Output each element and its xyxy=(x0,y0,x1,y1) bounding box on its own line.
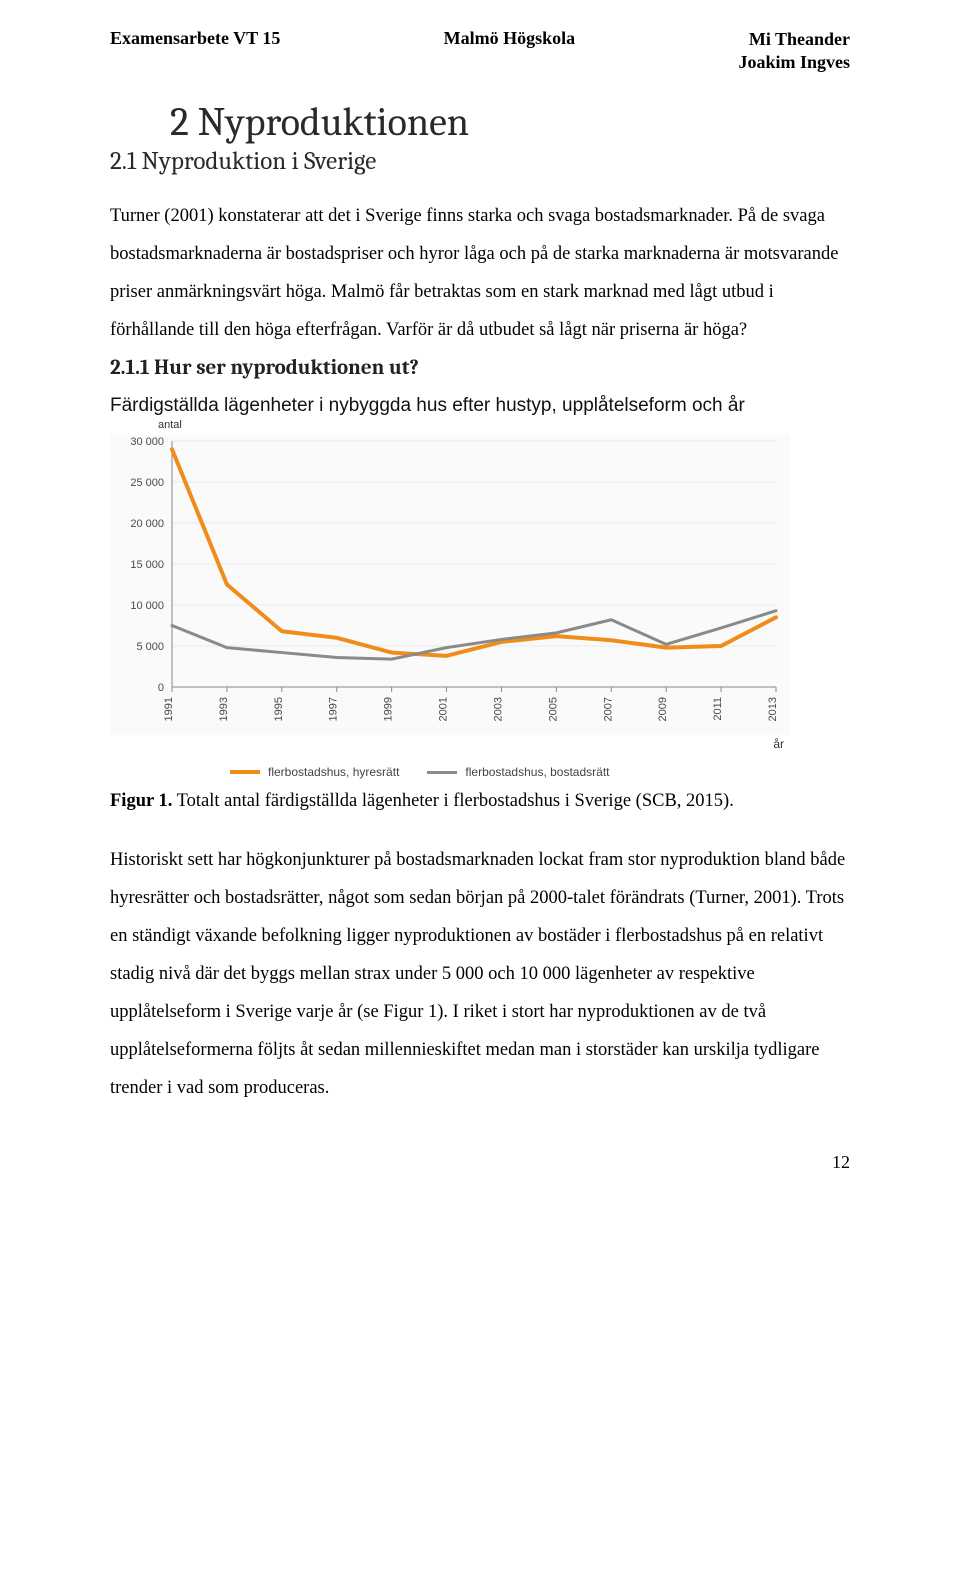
svg-text:2013: 2013 xyxy=(767,697,779,721)
legend-swatch-0 xyxy=(230,770,260,774)
svg-text:1991: 1991 xyxy=(163,697,175,721)
svg-text:10 000: 10 000 xyxy=(130,600,164,612)
figure-caption: Figur 1. Totalt antal färdigställda läge… xyxy=(110,791,850,812)
svg-text:1993: 1993 xyxy=(218,697,230,721)
heading-3: 2.1.1 Hur ser nyproduktionen ut? xyxy=(110,356,850,380)
chart-x-axis-title: år xyxy=(110,737,784,751)
svg-text:0: 0 xyxy=(158,682,164,694)
svg-text:20 000: 20 000 xyxy=(130,518,164,530)
running-head-right: Mi Theander Joakim Ingves xyxy=(738,28,850,73)
svg-text:1999: 1999 xyxy=(383,697,395,721)
page: Examensarbete VT 15 Malmö Högskola Mi Th… xyxy=(0,0,960,1213)
chart-legend: flerbostadshus, hyresrätt flerbostadshus… xyxy=(230,765,790,779)
running-heads: Examensarbete VT 15 Malmö Högskola Mi Th… xyxy=(110,28,850,73)
svg-text:2011: 2011 xyxy=(712,697,724,721)
running-head-left: Examensarbete VT 15 xyxy=(110,28,280,73)
chart-container: Färdigställda lägenheter i nybyggda hus … xyxy=(110,394,790,780)
svg-text:25 000: 25 000 xyxy=(130,477,164,489)
svg-text:1997: 1997 xyxy=(328,697,340,721)
svg-text:1995: 1995 xyxy=(273,697,285,721)
legend-item-1: flerbostadshus, bostadsrätt xyxy=(427,765,609,779)
figure-caption-label: Figur 1. xyxy=(110,791,172,811)
chart-svg: 0 5 000 10 000 15 000 20 000 25 000 30 000 1991… xyxy=(110,435,790,735)
svg-text:2003: 2003 xyxy=(492,697,504,721)
svg-text:5 000: 5 000 xyxy=(136,641,164,653)
heading-2: 2.1 Nyproduktion i Sverige xyxy=(110,147,850,176)
legend-label-1: flerbostadshus, bostadsrätt xyxy=(465,765,609,779)
chart-title: Färdigställda lägenheter i nybyggda hus … xyxy=(110,394,790,418)
svg-text:2009: 2009 xyxy=(657,697,669,721)
legend-swatch-1 xyxy=(427,771,457,774)
legend-label-0: flerbostadshus, hyresrätt xyxy=(268,765,399,779)
legend-item-0: flerbostadshus, hyresrätt xyxy=(230,765,399,779)
svg-text:2007: 2007 xyxy=(602,697,614,721)
figure-caption-text: Totalt antal färdigställda lägenheter i … xyxy=(172,791,733,811)
author-1: Mi Theander xyxy=(749,29,850,49)
running-head-center: Malmö Högskola xyxy=(444,28,576,73)
paragraph-1: Turner (2001) konstaterar att det i Sver… xyxy=(110,198,850,350)
page-number: 12 xyxy=(110,1152,850,1173)
chart-subtitle: antal xyxy=(158,419,790,431)
svg-text:2001: 2001 xyxy=(438,697,450,721)
svg-text:30 000: 30 000 xyxy=(130,436,164,448)
svg-text:2005: 2005 xyxy=(547,697,559,721)
svg-text:15 000: 15 000 xyxy=(130,559,164,571)
author-2: Joakim Ingves xyxy=(738,52,850,72)
paragraph-2: Historiskt sett har högkonjunkturer på b… xyxy=(110,842,850,1107)
heading-1: 2 Nyproduktionen xyxy=(170,99,850,145)
